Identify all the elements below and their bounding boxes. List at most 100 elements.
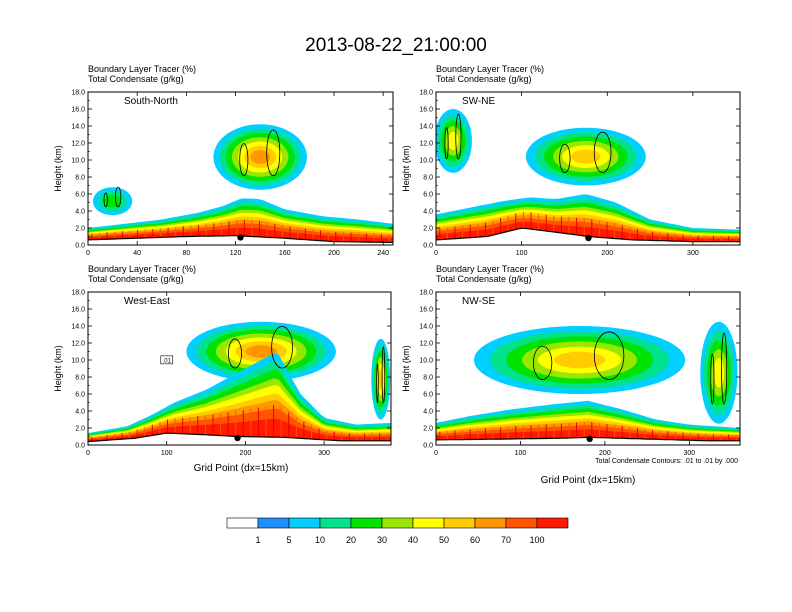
yaxis-title: Height (km)	[401, 145, 411, 192]
panel-nw-se: 0.0 2.0 4.0 6.0 8.0 10.0 12.0 14.0 16.0 18.0 0 100 2…	[401, 264, 741, 457]
region-label: NW-SE	[462, 296, 495, 307]
condensate-contour	[376, 363, 379, 404]
panel-south-north: 0.0 2.0 4.0 6.0 8.0 10.0 12.0 14.0 16.0 18.0 0 40 80…	[53, 64, 394, 257]
plume-0-level-50	[571, 149, 601, 164]
plume-1-level-40	[447, 131, 459, 150]
xtick-label: 100	[516, 250, 528, 257]
panel-label-tracer: Boundary Layer Tracer (%)	[88, 64, 196, 74]
colorbar-label: 40	[408, 535, 418, 545]
xtick-label: 160	[279, 250, 291, 257]
ytick-label: 12.0	[71, 141, 85, 148]
ytick-label: 8.0	[423, 375, 433, 382]
colorbar-box	[443, 517, 476, 529]
ytick-label: 2.0	[423, 226, 433, 233]
ytick-label: 4.0	[75, 409, 85, 416]
colorbar-box	[536, 517, 569, 529]
colorbar-label: 1	[255, 535, 260, 545]
panel-west-east: .01 0.0 2.0 4.0 6.0 8.0 10.0 12.0 14.0 16.0 18.0 0 1…	[53, 264, 392, 457]
condensate-contour	[593, 331, 625, 380]
colorbar-label: 10	[315, 535, 325, 545]
xtick-label: 0	[434, 450, 438, 457]
xtick-label: 300	[683, 450, 695, 457]
contour-note: Total Condensate Contours: .01 to .01 by…	[595, 458, 738, 465]
ytick-label: 4.0	[423, 209, 433, 216]
ytick-label: 2.0	[75, 426, 85, 433]
ytick-label: 18.0	[71, 90, 85, 97]
colorbar-box	[288, 517, 321, 529]
colorbar-label: 60	[470, 535, 480, 545]
xaxis-title-left: Grid Point (dx=15km)	[194, 463, 289, 474]
colorbar-label: 30	[377, 535, 387, 545]
ytick-label: 8.0	[423, 175, 433, 182]
condensate-contour	[228, 338, 242, 369]
xaxis-title-right: Grid Point (dx=15km)	[541, 475, 636, 486]
condensate-contour	[103, 192, 108, 208]
condensate-contour	[559, 143, 571, 173]
xtick-label: 200	[240, 450, 252, 457]
site-marker	[237, 234, 244, 241]
tracer-field	[436, 92, 740, 245]
ytick-label: 10.0	[419, 358, 433, 365]
xtick-label: 200	[328, 250, 340, 257]
ytick-label: 6.0	[423, 192, 433, 199]
ytick-label: 16.0	[419, 107, 433, 114]
contour-label: .01	[163, 358, 172, 364]
xtick-label: 0	[434, 250, 438, 257]
site-marker	[585, 234, 592, 242]
colorbar-box	[319, 517, 352, 529]
site-marker	[586, 435, 593, 443]
plume-0-level-50	[553, 351, 606, 369]
ytick-label: 6.0	[75, 192, 85, 199]
ytick-label: 18.0	[419, 90, 433, 97]
colorbar-box	[381, 517, 414, 529]
colorbar-box	[505, 517, 538, 529]
colorbar-label: 70	[501, 535, 511, 545]
ytick-label: 16.0	[71, 107, 85, 114]
ytick-label: 18.0	[419, 290, 433, 297]
panel-label-condensate: Total Condensate (g/kg)	[436, 74, 532, 84]
ytick-label: 16.0	[419, 307, 433, 314]
ytick-label: 18.0	[71, 290, 85, 297]
condensate-contour	[710, 353, 715, 405]
ytick-label: 14.0	[419, 124, 433, 131]
ytick-label: 14.0	[71, 324, 85, 331]
panel-label-condensate: Total Condensate (g/kg)	[88, 74, 184, 84]
panel-label-tracer: Boundary Layer Tracer (%)	[436, 264, 544, 274]
ytick-label: 0.0	[423, 443, 433, 450]
colorbar-box	[474, 517, 507, 529]
plume-0-level-60	[250, 150, 271, 164]
xtick-label: 300	[687, 250, 699, 257]
colorbar: 1 5 10 20 30 40 50 60 70 100	[226, 517, 569, 545]
ytick-label: 12.0	[71, 341, 85, 348]
ytick-label: 14.0	[419, 324, 433, 331]
condensate-contour	[593, 131, 612, 173]
region-label: South-North	[124, 96, 178, 107]
tracer-field	[436, 292, 740, 445]
ytick-label: 0.0	[75, 243, 85, 250]
xtick-label: 100	[515, 450, 527, 457]
yaxis-title: Height (km)	[53, 345, 63, 392]
panel-label-tracer: Boundary Layer Tracer (%)	[88, 264, 196, 274]
xtick-label: 240	[377, 250, 389, 257]
figure-title: 2013-08-22_21:00:00	[305, 35, 487, 56]
panels: 0.0 2.0 4.0 6.0 8.0 10.0 12.0 14.0 16.0 18.0 0 40 80…	[53, 64, 741, 457]
condensate-contour	[271, 326, 293, 369]
ytick-label: 16.0	[71, 307, 85, 314]
panel-sw-ne: 0.0 2.0 4.0 6.0 8.0 10.0 12.0 14.0 16.0 18.0 0 100 2…	[401, 64, 741, 257]
colorbar-label: 50	[439, 535, 449, 545]
condensate-contour	[381, 346, 386, 404]
xtick-label: 200	[599, 450, 611, 457]
xtick-label: 0	[86, 450, 90, 457]
ytick-label: 10.0	[419, 158, 433, 165]
xtick-label: 120	[230, 250, 242, 257]
region-label: SW-NE	[462, 96, 495, 107]
xtick-label: 100	[161, 450, 173, 457]
tracer-field	[88, 92, 393, 245]
plume-0-level-60	[245, 345, 277, 358]
condensate-contour	[455, 113, 462, 160]
panel-label-condensate: Total Condensate (g/kg)	[88, 274, 184, 284]
xtick-label: 300	[318, 450, 330, 457]
panel-label-condensate: Total Condensate (g/kg)	[436, 274, 532, 284]
condensate-contour	[266, 129, 281, 177]
ytick-label: 8.0	[75, 375, 85, 382]
